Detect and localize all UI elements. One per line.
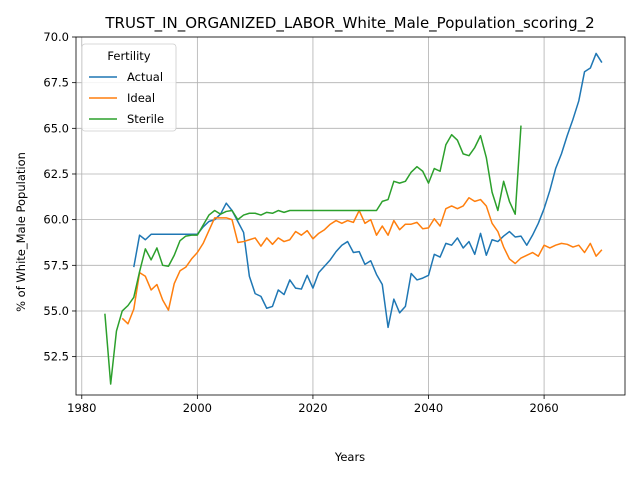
series-line-sterile — [104, 125, 522, 385]
legend-title: Fertility — [107, 49, 150, 63]
y-tick-label: 67.5 — [43, 76, 69, 90]
plot-frame — [75, 36, 626, 396]
y-tick-label: 62.5 — [43, 167, 69, 181]
y-tick-label: 55.0 — [43, 304, 69, 318]
y-axis-label: % of White_Male Population — [14, 152, 28, 312]
legend-label-actual: Actual — [127, 70, 163, 84]
legend-items: Actual Ideal Sterile — [89, 70, 164, 126]
y-tick-label: 60.0 — [43, 213, 69, 227]
legend: Fertility Actual Ideal Sterile — [81, 43, 177, 132]
y-tick-label: 57.5 — [43, 258, 69, 272]
legend-label-ideal: Ideal — [127, 91, 155, 105]
legend-label-sterile: Sterile — [127, 112, 164, 126]
y-tick-label: 70.0 — [43, 30, 69, 44]
x-tick-label: 2000 — [183, 401, 212, 415]
y-axis: 52.5 55.0 57.5 60.0 62.5 65.0 67.5 70.0 — [43, 30, 76, 364]
y-tick-label: 65.0 — [43, 121, 69, 135]
legend-box — [81, 43, 177, 132]
chart-title: TRUST_IN_ORGANIZED_LABOR_White_Male_Popu… — [104, 14, 594, 33]
series-layer — [104, 52, 603, 385]
x-tick-label: 2040 — [414, 401, 443, 415]
x-tick-label: 2060 — [529, 401, 558, 415]
x-axis: 1980 2000 2020 2040 2060 — [67, 395, 559, 415]
x-tick-label: 1980 — [67, 401, 96, 415]
series-line-ideal — [121, 196, 603, 325]
y-tick-label: 52.5 — [43, 350, 69, 364]
x-tick-label: 2020 — [298, 401, 327, 415]
series-line-actual — [133, 52, 603, 329]
x-axis-label: Years — [334, 450, 365, 464]
